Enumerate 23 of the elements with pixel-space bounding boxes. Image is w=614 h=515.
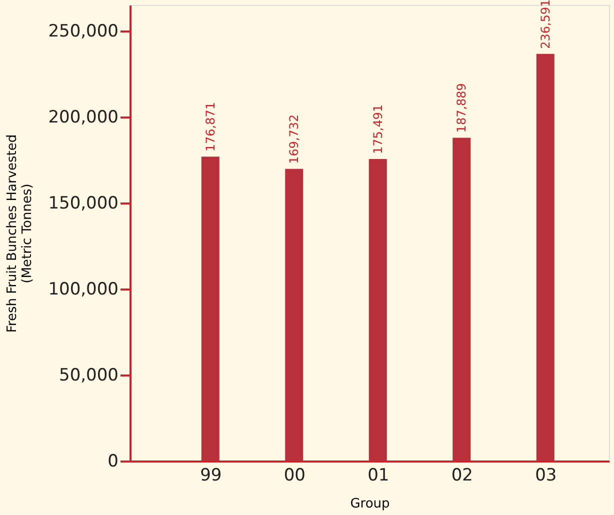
bar bbox=[368, 159, 387, 461]
bar bbox=[536, 54, 554, 461]
y-tick-label: 200,000 bbox=[48, 107, 118, 128]
data-label: 169,732 bbox=[287, 114, 302, 164]
data-label: 236,591 bbox=[538, 0, 552, 49]
x-tick-label: 03 bbox=[535, 466, 557, 486]
y-tick-label: 50,000 bbox=[59, 365, 118, 386]
y-tick-label: 100,000 bbox=[48, 279, 118, 300]
x-tick-label: 02 bbox=[451, 466, 473, 486]
data-label: 175,491 bbox=[370, 104, 385, 154]
y-axis-title: Fresh Fruit Bunches Harvested (Metric Tonnes) bbox=[5, 134, 36, 333]
x-axis-title: Group bbox=[350, 496, 390, 512]
bar bbox=[285, 168, 304, 461]
x-tick-label: 99 bbox=[200, 466, 222, 486]
bar bbox=[201, 156, 220, 461]
bar bbox=[452, 138, 471, 461]
y-tick-label: 0 bbox=[108, 452, 118, 472]
data-label: 187,889 bbox=[454, 83, 469, 133]
y-tick-label: 250,000 bbox=[48, 21, 118, 42]
x-tick-label: 00 bbox=[284, 466, 306, 486]
x-tick-label: 01 bbox=[368, 466, 390, 486]
data-label: 176,871 bbox=[203, 102, 218, 152]
y-tick-label: 150,000 bbox=[48, 193, 118, 214]
